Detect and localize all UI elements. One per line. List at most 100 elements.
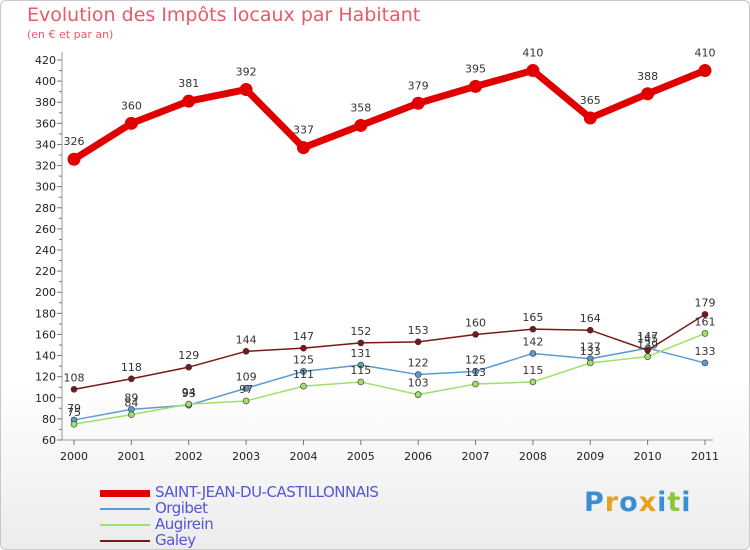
- data-label: 97: [239, 383, 253, 396]
- data-point: [242, 384, 250, 392]
- data-point: [70, 420, 78, 428]
- data-point: [300, 368, 307, 375]
- data-label: 84: [124, 397, 138, 410]
- x-tick-label: 2001: [117, 450, 145, 463]
- data-point: [128, 411, 135, 418]
- data-label: 147: [293, 330, 314, 343]
- data-label: 147: [637, 330, 658, 343]
- data-label: 161: [695, 315, 716, 328]
- data-point: [357, 361, 365, 369]
- data-point: [529, 350, 537, 357]
- data-point: [472, 380, 479, 388]
- data-point: [701, 311, 709, 318]
- data-point: [529, 325, 537, 333]
- x-tick-label: 2009: [576, 450, 604, 463]
- data-label: 115: [350, 364, 371, 377]
- data-point: [296, 141, 310, 155]
- data-label: 153: [408, 324, 429, 337]
- data-label: 133: [695, 345, 716, 358]
- y-tick-label: 260: [35, 223, 56, 236]
- x-tick-label: 2002: [175, 450, 203, 463]
- data-label: 179: [695, 296, 716, 309]
- data-point: [128, 375, 135, 383]
- data-point: [70, 386, 78, 393]
- data-label: 388: [637, 70, 658, 83]
- data-point: [698, 64, 712, 78]
- logo-letter: P: [584, 487, 605, 518]
- data-label: 358: [350, 101, 371, 114]
- logo-letter: i: [681, 487, 692, 518]
- logo-letter: t: [667, 487, 682, 518]
- x-tick-label: 2004: [289, 450, 317, 463]
- series-line: [73, 347, 706, 421]
- y-tick-label: 180: [35, 307, 56, 320]
- data-label: 392: [236, 66, 257, 79]
- y-tick-label: 120: [35, 371, 56, 384]
- data-label: 360: [121, 99, 142, 112]
- data-label: 115: [522, 364, 543, 377]
- data-label: 145: [637, 332, 658, 345]
- data-point: [526, 64, 540, 78]
- legend-item: Augirein: [100, 515, 520, 533]
- data-label: 125: [465, 353, 486, 366]
- data-label: 410: [522, 47, 543, 60]
- data-label: 144: [236, 333, 257, 346]
- data-point: [354, 118, 368, 132]
- data-point: [124, 116, 138, 130]
- y-tick-label: 380: [35, 96, 56, 109]
- data-label: 337: [293, 124, 314, 137]
- data-label: 410: [695, 47, 716, 60]
- x-tick-label: 2006: [404, 450, 432, 463]
- data-point: [300, 382, 307, 390]
- data-label: 109: [236, 370, 257, 383]
- data-label: 133: [580, 345, 601, 358]
- data-point: [701, 359, 709, 367]
- x-tick-label: 2010: [634, 450, 662, 463]
- y-tick-label: 60: [42, 434, 56, 447]
- data-point: [411, 96, 425, 110]
- logo-letter: o: [619, 487, 639, 518]
- data-label: 89: [124, 391, 138, 404]
- data-point: [586, 359, 594, 367]
- data-point: [469, 79, 483, 93]
- y-tick-label: 220: [35, 265, 56, 278]
- data-label: 75: [67, 406, 81, 419]
- x-tick-label: 2000: [60, 450, 88, 463]
- data-label: 164: [580, 312, 601, 325]
- data-label: 94: [182, 386, 196, 399]
- data-label: 79: [67, 402, 81, 415]
- data-label: 108: [64, 371, 85, 384]
- y-tick-label: 420: [35, 54, 56, 67]
- legend-label: Orgibet: [155, 499, 208, 517]
- data-label: 122: [408, 357, 429, 370]
- y-tick-label: 400: [35, 75, 56, 88]
- legend-item: SAINT-JEAN-DU-CASTILLONNAIS: [100, 483, 520, 501]
- series-line: [73, 332, 706, 425]
- y-tick-label: 160: [35, 328, 56, 341]
- data-label: 152: [350, 325, 371, 338]
- data-label: 381: [178, 77, 199, 90]
- x-tick-label: 2005: [347, 450, 375, 463]
- y-tick-label: 300: [35, 181, 56, 194]
- data-point: [586, 326, 594, 334]
- data-label: 137: [580, 341, 601, 354]
- data-label: 125: [293, 353, 314, 366]
- logo-letter: x: [638, 487, 658, 518]
- legend-swatch: [100, 508, 150, 510]
- legend-swatch: [100, 524, 150, 526]
- legend-label: Augirein: [155, 515, 214, 533]
- y-tick-label: 200: [35, 286, 56, 299]
- legend-item: Orgibet: [100, 499, 520, 517]
- data-point: [414, 371, 422, 378]
- data-label: 131: [350, 347, 371, 360]
- y-tick-label: 140: [35, 350, 56, 363]
- data-label: 113: [465, 366, 486, 379]
- y-tick-label: 80: [42, 413, 56, 426]
- data-point: [701, 330, 709, 337]
- data-point: [182, 94, 196, 108]
- data-point: [472, 331, 479, 338]
- y-tick-label: 240: [35, 244, 56, 257]
- legend-label: SAINT-JEAN-DU-CASTILLONNAIS: [155, 483, 379, 501]
